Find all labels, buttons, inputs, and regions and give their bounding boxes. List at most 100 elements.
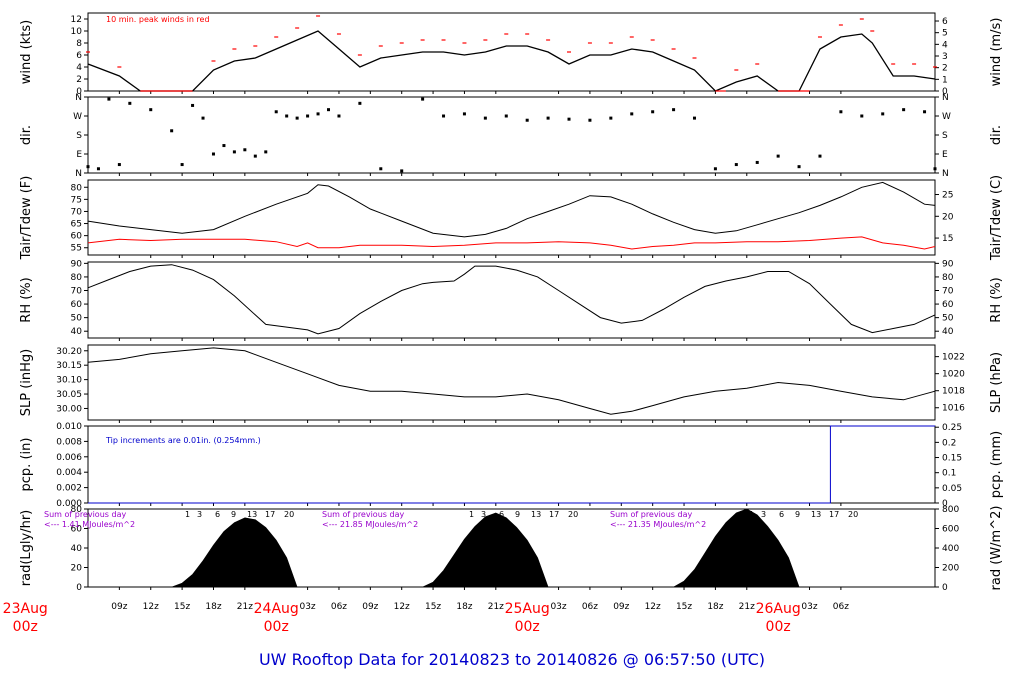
y-tick-label-right: 1018 (942, 387, 965, 397)
x-tick-label: 15z (425, 602, 441, 612)
y-tick-label: 10 (71, 27, 83, 37)
pcp-annotation: Tip increments are 0.01in. (0.254mm.) (105, 436, 261, 445)
rad-note-line2: <--- 1.41 MJoules/m^2 (44, 520, 135, 529)
y-tick-label: 6 (76, 51, 82, 61)
direction-point (755, 160, 759, 164)
series-line (87, 347, 936, 415)
y-tick-label: S (76, 131, 82, 141)
direction-point (96, 167, 100, 171)
x-tick-label: 18z (205, 602, 221, 612)
y-tick-label-right: 40 (942, 327, 954, 337)
rad-hour-label: 13 (247, 510, 257, 519)
direction-point (818, 154, 822, 158)
y-tick-label-right: 800 (942, 505, 959, 515)
panel-pcp: 0.000 0.002 0.004 0.006 0.008 0.010 0 0.05 0.1 0.… (19, 422, 1004, 509)
y-tick-label: 20 (71, 564, 83, 574)
y-tick-label-right: 0 (942, 87, 948, 97)
y-tick-label: 70 (71, 207, 83, 217)
y-axis-title-right: pcp. (mm) (989, 431, 1004, 498)
y-tick-label-right: N (942, 93, 949, 103)
direction-point (222, 144, 226, 148)
direction-point (253, 154, 257, 158)
x-tick-label: 18z (456, 602, 472, 612)
y-tick-label: 0.002 (56, 484, 82, 494)
direction-point (839, 110, 843, 114)
y-tick-label-right: 0 (942, 499, 948, 509)
series-line (87, 264, 936, 335)
y-tick-label-right: 1016 (942, 404, 965, 414)
direction-point (902, 108, 906, 112)
y-tick-label-right: 25 (942, 191, 953, 201)
y-axis-title: dir. (19, 125, 34, 145)
direction-point (923, 110, 927, 114)
direction-point (462, 112, 466, 116)
y-tick-label-right: 0.1 (942, 469, 956, 479)
panel-slp: 30.00 30.05 30.10 30.15 30.20 1016 1018 1020 102… (19, 344, 1004, 423)
rad-hour-label: 3 (481, 510, 486, 519)
y-tick-label-right: 400 (942, 544, 959, 554)
x-tick-label: 03z (801, 602, 817, 612)
direction-point (630, 112, 634, 116)
x-tick-label: 03z (550, 602, 566, 612)
panel-frame (87, 344, 936, 421)
y-tick-label: 8 (76, 39, 82, 49)
rad-note-line1: Sum of previous day (610, 510, 692, 519)
y-tick-label: 80 (71, 505, 83, 515)
y-tick-label-right: 70 (942, 287, 954, 297)
y-tick-label: 60 (71, 300, 83, 310)
wind-annotation: 10 min. peak winds in red (106, 15, 210, 24)
y-tick-label: 80 (71, 183, 83, 193)
direction-point (525, 118, 529, 122)
y-tick-label: 55 (71, 244, 82, 254)
x-tick-label: 09z (362, 602, 378, 612)
y-tick-label: 0.006 (56, 453, 82, 463)
direction-point (588, 118, 592, 122)
direction-point (316, 112, 320, 116)
rad-hour-label: 20 (284, 510, 294, 519)
x-tick-label: 06z (331, 602, 347, 612)
day-hour-label: 00z (766, 619, 791, 635)
direction-point (201, 116, 205, 120)
y-tick-label-right: 0.05 (942, 484, 962, 494)
x-tick-label: 06z (582, 602, 598, 612)
y-tick-label-right: 20 (942, 212, 954, 222)
rad-hour-label: 6 (499, 510, 504, 519)
direction-point (107, 97, 111, 101)
y-tick-label-right: S (942, 131, 948, 141)
y-tick-label-right: 80 (942, 273, 954, 283)
y-tick-label: N (75, 169, 82, 179)
day-date-label: 23Aug (3, 601, 48, 617)
y-tick-label-right: 5 (942, 29, 948, 39)
y-axis-title-right: Tair/Tdew (C) (989, 175, 1004, 261)
x-tick-label: 18z (707, 602, 723, 612)
y-tick-label: 65 (71, 220, 82, 230)
y-tick-label-right: 0.15 (942, 454, 962, 464)
direction-point (672, 108, 676, 112)
rad-hour-label: 9 (515, 510, 520, 519)
day-date-label: 24Aug (254, 601, 299, 617)
direction-point (567, 117, 571, 121)
rad-hour-label: 9 (231, 510, 236, 519)
y-axis-title-right: dir. (989, 125, 1004, 145)
direction-point (264, 150, 268, 154)
direction-point (170, 129, 174, 133)
rad-hour-label: 3 (197, 510, 202, 519)
rad-note-line2: <--- 21.85 MJoules/m^2 (322, 520, 418, 529)
y-tick-label-right: N (942, 169, 949, 179)
y-tick-label: 0 (76, 583, 82, 593)
y-tick-label-right: 4 (942, 40, 948, 50)
day-date-label: 26Aug (756, 601, 801, 617)
y-tick-label: 4 (76, 63, 82, 73)
y-tick-label: 75 (71, 195, 82, 205)
direction-point (881, 112, 885, 116)
x-tick-label: 21z (739, 602, 755, 612)
y-tick-label: 40 (71, 544, 83, 554)
rad-hour-label: 9 (795, 510, 800, 519)
y-tick-label-right: 2 (942, 64, 948, 74)
direction-point (713, 167, 717, 171)
direction-point (442, 114, 446, 118)
y-tick-label-right: 50 (942, 314, 954, 324)
y-tick-label: 90 (71, 259, 83, 269)
